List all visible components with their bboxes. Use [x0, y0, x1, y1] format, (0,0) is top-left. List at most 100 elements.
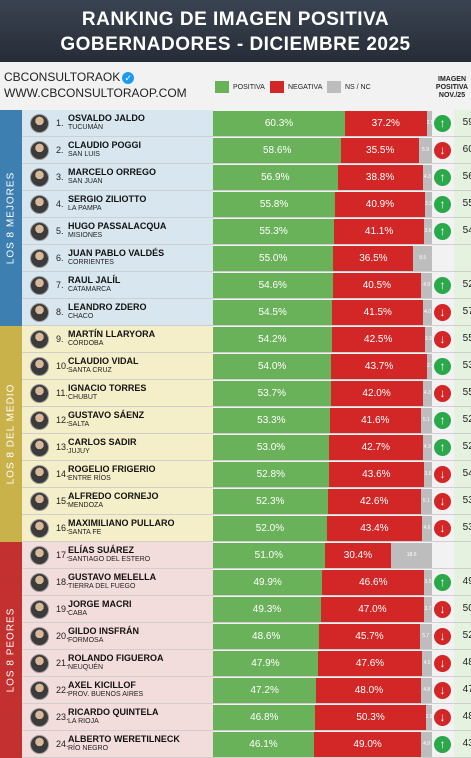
- avatar: [30, 492, 49, 511]
- stacked-bar: 53.0% 42.7% 4.3: [213, 435, 432, 460]
- previous-positive-value: 57,2%: [454, 299, 471, 325]
- stacked-bar: 54.5% 41.5% 4.0: [213, 300, 432, 325]
- bar-positive: 47.2%: [213, 678, 317, 703]
- province-name: LA PAMPA: [68, 205, 102, 212]
- bar-negative: 42.0%: [330, 381, 423, 406]
- province-name: CORRIENTES: [68, 259, 114, 266]
- stacked-bar: 54.0%43.7%2.3: [213, 354, 432, 379]
- stacked-bar: 56.9% 38.8% 4.3: [213, 165, 432, 190]
- rank-number: 21.: [56, 658, 69, 668]
- stacked-bar: 53.7% 42.0% 4.3: [213, 381, 432, 406]
- rank-number: 17.: [56, 550, 69, 560]
- previous-positive-value: 53,5%: [454, 488, 471, 514]
- province-name: TUCUMÁN: [68, 124, 103, 131]
- bar-positive: 46.1%: [213, 732, 314, 757]
- bar-nsnc: 4.9: [421, 732, 432, 757]
- previous-positive-value: 47,4%: [454, 677, 471, 703]
- governor-cell: 16. MAXIMILIANO PULLARO SANTA FE: [22, 515, 213, 541]
- governor-name: SERGIO ZILIOTTO: [68, 194, 147, 204]
- province-name: MENDOZA: [68, 502, 103, 509]
- rank-number: 10.: [56, 361, 69, 371]
- governor-name: RAUL JALÍL: [68, 275, 121, 285]
- governor-cell: 24. ALBERTO WERETILNECK RÍO NEGRO: [22, 731, 213, 757]
- governor-cell: 9. MARTÍN LLARYORA CÓRDOBA: [22, 326, 213, 352]
- arrow-up-icon: ↑: [434, 277, 451, 294]
- table-row: 4. SERGIO ZILIOTTO LA PAMPA 55.8% 40.9% 3.3 ↑ 5…: [22, 191, 471, 218]
- stacked-bar: 55.3% 41.1% 3.6: [213, 219, 432, 244]
- bar-negative: 41.6%: [329, 408, 421, 433]
- avatar: [30, 276, 49, 295]
- governor-cell: 10. CLAUDIO VIDAL SANTA CRUZ: [22, 353, 213, 379]
- governor-cell: 14. ROGELIO FRIGERIO ENTRE RÍOS: [22, 461, 213, 487]
- bar-negative: 36.5%: [333, 246, 414, 271]
- bar-nsnc: 4.3: [422, 165, 432, 190]
- governor-name: JUAN PABLO VALDÉS: [68, 248, 165, 258]
- governor-name: HUGO PASSALACQUA: [68, 221, 167, 231]
- bar-positive: 51.0%: [213, 543, 325, 568]
- governor-cell: 15. ALFREDO CORNEJO MENDOZA: [22, 488, 213, 514]
- governor-name: JORGE MACRI: [68, 599, 132, 609]
- stacked-bar: 53.3% 41.6% 5.1: [213, 408, 432, 433]
- bar-positive: 56.9%: [213, 165, 338, 190]
- bar-negative: 35.5%: [341, 138, 420, 163]
- governor-cell: 13. CARLOS SADIR JUJUY: [22, 434, 213, 460]
- arrow-down-icon: ↓: [434, 520, 451, 537]
- province-name: SALTA: [68, 421, 90, 428]
- bar-nsnc: 4.8: [421, 678, 432, 703]
- province-name: CHACO: [68, 313, 94, 320]
- avatar: [30, 465, 49, 484]
- rank-number: 5.: [56, 226, 64, 236]
- province-name: SAN JUAN: [68, 178, 103, 185]
- arrow-up-icon: ↑: [434, 736, 451, 753]
- title-banner: RANKING DE IMAGEN POSITIVA GOBERNADORES …: [0, 0, 471, 62]
- governor-cell: 6. JUAN PABLO VALDÉS CORRIENTES: [22, 245, 213, 271]
- province-name: PROV. BUENOS AIRES: [68, 691, 144, 698]
- title-line-2: GOBERNADORES - DICIEMBRE 2025: [60, 34, 411, 55]
- title-line-1: RANKING DE IMAGEN POSITIVA: [81, 9, 390, 30]
- legend-label-negative: NEGATIVA: [288, 83, 323, 91]
- bar-positive: 58.6%: [213, 138, 342, 163]
- governor-cell: 12. GUSTAVO SÁENZ SALTA: [22, 407, 213, 433]
- governor-cell: 8. LEANDRO ZDERO CHACO: [22, 299, 213, 325]
- stacked-bar: 54.2% 42.5% 3.3: [213, 327, 432, 352]
- table-row: 20.GILDO INSFRÁNFORMOSA48.6%45.7%5.7↓52,…: [22, 623, 471, 650]
- legend-swatch-negative: [270, 81, 284, 93]
- bar-nsnc: 5.7: [419, 624, 432, 649]
- legend-label-nsnc: NS / NC: [345, 83, 371, 91]
- bar-positive: 52.0%: [213, 516, 327, 541]
- stacked-bar: 52.8% 43.6% 3.6: [213, 462, 432, 487]
- bar-positive: 52.3%: [213, 489, 328, 514]
- arrow-up-icon: ↑: [434, 115, 451, 132]
- bar-negative: 41.5%: [332, 300, 424, 325]
- province-name: MISIONES: [68, 232, 103, 239]
- rank-number: 3.: [56, 172, 64, 182]
- stacked-bar: 46.8% 50.3% 2.9: [213, 705, 432, 730]
- governor-name: RICARDO QUINTELA: [68, 707, 159, 717]
- table-row: 24. ALBERTO WERETILNECK RÍO NEGRO 46.1% 49.0…: [22, 731, 471, 758]
- table-row: 15. ALFREDO CORNEJO MENDOZA 52.3% 42.6% 5.1 ↓ 5…: [22, 488, 471, 515]
- bar-negative: 42.5%: [331, 327, 425, 352]
- province-name: LA RIOJA: [68, 718, 99, 725]
- table-row: 5. HUGO PASSALACQUA MISIONES 55.3% 41.1% 3.6 ↑…: [22, 218, 471, 245]
- avatar: [30, 735, 49, 754]
- rank-number: 6.: [56, 253, 64, 263]
- rank-number: 22.: [56, 685, 69, 695]
- group-label-band: LOS 8 PEORES: [0, 542, 22, 758]
- avatar: [30, 114, 49, 133]
- arrow-down-icon: ↓: [434, 331, 451, 348]
- rank-number: 20.: [56, 631, 69, 641]
- bar-positive: 55.8%: [213, 192, 336, 217]
- province-name: SAN LUIS: [68, 151, 100, 158]
- previous-positive-value: 48,8%: [454, 650, 471, 676]
- brand-url: WWW.CBCONSULTORAOP.COM: [4, 86, 187, 100]
- table-row: 18. GUSTAVO MELELLA TIERRA DEL FUEGO 49.9% 4…: [22, 569, 471, 596]
- governor-cell: 22. AXEL KICILLOF PROV. BUENOS AIRES: [22, 677, 213, 703]
- rank-number: 11.: [56, 388, 68, 398]
- table-row: 22. AXEL KICILLOF PROV. BUENOS AIRES 47.2% 4…: [22, 677, 471, 704]
- governor-cell: 20. GILDO INSFRÁN FORMOSA: [22, 623, 213, 649]
- bar-positive: 60.3%: [213, 111, 346, 136]
- stacked-bar: 49.3% 47.0% 3.7: [213, 597, 432, 622]
- table-row: 14. ROGELIO FRIGERIO ENTRE RÍOS 52.8% 43.6% 3…: [22, 461, 471, 488]
